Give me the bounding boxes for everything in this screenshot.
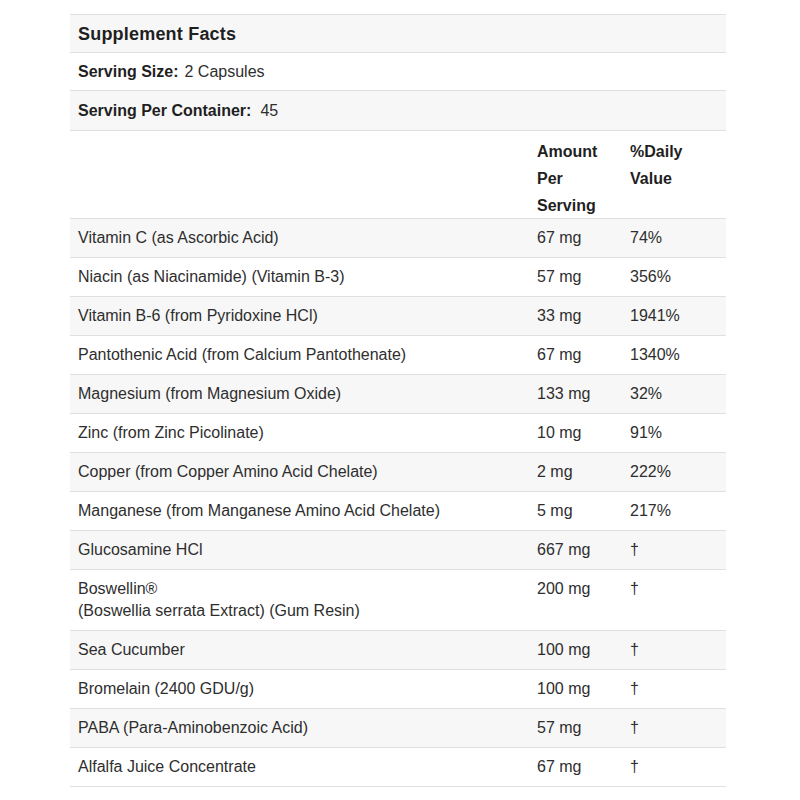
daily-value: 91% [630,422,726,444]
ingredient-name: Glucosamine HCl [70,539,537,561]
daily-value: 356% [630,266,726,288]
amount-value: 10 mg [537,422,630,444]
daily-value: 74% [630,227,726,249]
daily-value: 1340% [630,344,726,366]
daily-value: 32% [630,383,726,405]
amount-value: 33 mg [537,305,630,327]
ingredient-name: PABA (Para-Aminobenzoic Acid) [70,717,537,739]
column-header-row: Amount Per Serving %Daily Value [70,131,726,219]
daily-value: 217% [630,500,726,522]
servings-per-container-label: Serving Per Container: [78,100,251,122]
amount-value: 2 mg [537,461,630,483]
ingredient-name: Manganese (from Manganese Amino Acid Che… [70,500,537,522]
table-row: Bromelain (2400 GDU/g) 100 mg † [70,670,726,709]
amount-value: 67 mg [537,756,630,778]
table-row: Copper (from Copper Amino Acid Chelate) … [70,453,726,492]
amount-value: 100 mg [537,678,630,700]
table-row: Zinc (from Zinc Picolinate) 10 mg 91% [70,414,726,453]
ingredient-name: Bromelain (2400 GDU/g) [70,678,537,700]
amount-value: 667 mg [537,539,630,561]
ingredient-name: Vitamin B-6 (from Pyridoxine HCl) [70,305,537,327]
title-row: Supplement Facts [70,15,726,53]
amount-value: 5 mg [537,500,630,522]
table-row: Sea Cucumber 100 mg † [70,631,726,670]
daily-value: † [630,717,726,739]
supplement-label-page: Supplement Facts Serving Size: 2 Capsule… [0,0,800,800]
table-row: Boswellin® (Boswellia serrata Extract) (… [70,570,726,631]
daily-value: † [630,639,726,661]
daily-value: † [630,678,726,700]
amount-value: 133 mg [537,383,630,405]
ingredient-name: Magnesium (from Magnesium Oxide) [70,383,537,405]
column-header-spacer [70,138,537,219]
ingredient-table: Vitamin C (as Ascorbic Acid) 67 mg 74% N… [70,219,726,787]
ingredient-name: Vitamin C (as Ascorbic Acid) [70,227,537,249]
ingredient-name: Niacin (as Niacinamide) (Vitamin B-3) [70,266,537,288]
ingredient-name: Pantothenic Acid (from Calcium Pantothen… [70,344,537,366]
table-row: Vitamin B-6 (from Pyridoxine HCl) 33 mg … [70,297,726,336]
ingredient-name: Boswellin® (Boswellia serrata Extract) (… [70,578,537,622]
amount-value: 100 mg [537,639,630,661]
column-header-daily-value: %Daily Value [630,138,726,219]
column-header-amount: Amount Per Serving [537,138,630,219]
table-row: Magnesium (from Magnesium Oxide) 133 mg … [70,375,726,414]
page-title: Supplement Facts [78,23,236,45]
daily-value: 1941% [630,305,726,327]
amount-value: 57 mg [537,717,630,739]
daily-value: † [630,578,726,622]
serving-size-label: Serving Size: [78,61,178,83]
table-row: PABA (Para-Aminobenzoic Acid) 57 mg † [70,709,726,748]
serving-size-row: Serving Size: 2 Capsules [70,53,726,91]
daily-value: † [630,756,726,778]
servings-per-container-value: 45 [260,100,278,122]
serving-size-value: 2 Capsules [184,61,264,83]
table-row: Glucosamine HCl 667 mg † [70,531,726,570]
servings-per-container-row: Serving Per Container: 45 [70,91,726,131]
ingredient-name: Alfalfa Juice Concentrate [70,756,537,778]
table-row: Pantothenic Acid (from Calcium Pantothen… [70,336,726,375]
daily-value: 222% [630,461,726,483]
amount-value: 57 mg [537,266,630,288]
ingredient-name: Sea Cucumber [70,639,537,661]
amount-value: 67 mg [537,227,630,249]
table-row: Manganese (from Manganese Amino Acid Che… [70,492,726,531]
ingredient-name: Copper (from Copper Amino Acid Chelate) [70,461,537,483]
amount-value: 200 mg [537,578,630,622]
ingredient-name: Zinc (from Zinc Picolinate) [70,422,537,444]
ingredient-subname: (Boswellia serrata Extract) (Gum Resin) [78,600,527,622]
supplement-facts-panel: Supplement Facts Serving Size: 2 Capsule… [70,14,726,787]
table-row: Vitamin C (as Ascorbic Acid) 67 mg 74% [70,219,726,258]
amount-value: 67 mg [537,344,630,366]
table-row: Niacin (as Niacinamide) (Vitamin B-3) 57… [70,258,726,297]
daily-value: † [630,539,726,561]
table-row: Alfalfa Juice Concentrate 67 mg † [70,748,726,787]
